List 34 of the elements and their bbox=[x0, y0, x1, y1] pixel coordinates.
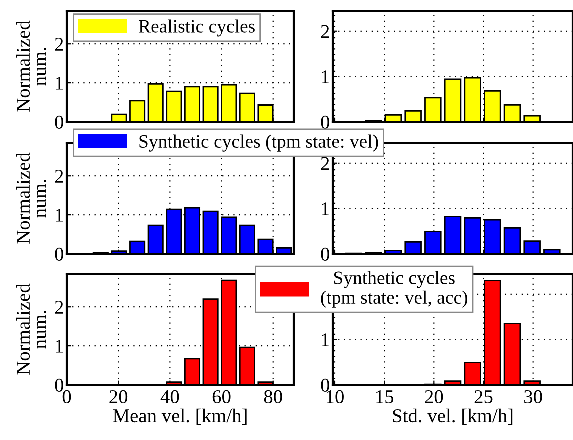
x-tick-label: 25 bbox=[474, 390, 493, 404]
x-tick-label: 40 bbox=[160, 390, 180, 404]
y-tick-label: 1 bbox=[56, 208, 64, 222]
y-tick-label: 0 bbox=[321, 378, 330, 392]
legend-label: Synthetic cycles (tpm state: vel, acc) bbox=[321, 271, 468, 308]
y-axis-title: Normalized num. bbox=[16, 284, 46, 375]
y-axis-title: Normalized num. bbox=[16, 20, 46, 112]
x-tick-label: 80 bbox=[264, 390, 282, 404]
y-tick-label: 0 bbox=[321, 116, 330, 129]
y-tick-label: 0 bbox=[55, 248, 64, 261]
legend-label: Realistic cycles bbox=[139, 20, 255, 37]
y-tick-label: 2 bbox=[55, 38, 64, 51]
y-axis-title: Normalized num. bbox=[16, 152, 46, 244]
y-tick-label: 1 bbox=[322, 70, 330, 84]
y-tick-label: 0 bbox=[55, 378, 64, 392]
y-tick-label: 1 bbox=[322, 334, 330, 346]
legend-label: Synthetic cycles (tpm state: vel) bbox=[140, 134, 378, 152]
x-tick-label: 10 bbox=[326, 390, 344, 404]
x-tick-label: 15 bbox=[376, 390, 394, 404]
y-tick-label: 0 bbox=[321, 248, 330, 261]
y-tick-label: 0 bbox=[55, 116, 64, 129]
x-tick-label: 60 bbox=[212, 390, 231, 404]
x-axis-title: Mean vel. [km/h] bbox=[113, 408, 247, 425]
y-tick-label: 2 bbox=[55, 300, 64, 314]
x-tick-label: 20 bbox=[110, 390, 128, 404]
x-tick-label: 30 bbox=[524, 390, 542, 404]
y-tick-label: 2 bbox=[321, 25, 330, 38]
x-tick-label: 20 bbox=[425, 390, 444, 404]
y-tick-label: 2 bbox=[321, 157, 330, 170]
y-tick-label: 1 bbox=[56, 76, 64, 90]
y-tick-label: 1 bbox=[56, 340, 64, 353]
x-axis-title: Std. vel. [km/h] bbox=[393, 408, 513, 425]
y-tick-label: 2 bbox=[55, 170, 64, 183]
y-tick-label: 1 bbox=[322, 202, 330, 216]
